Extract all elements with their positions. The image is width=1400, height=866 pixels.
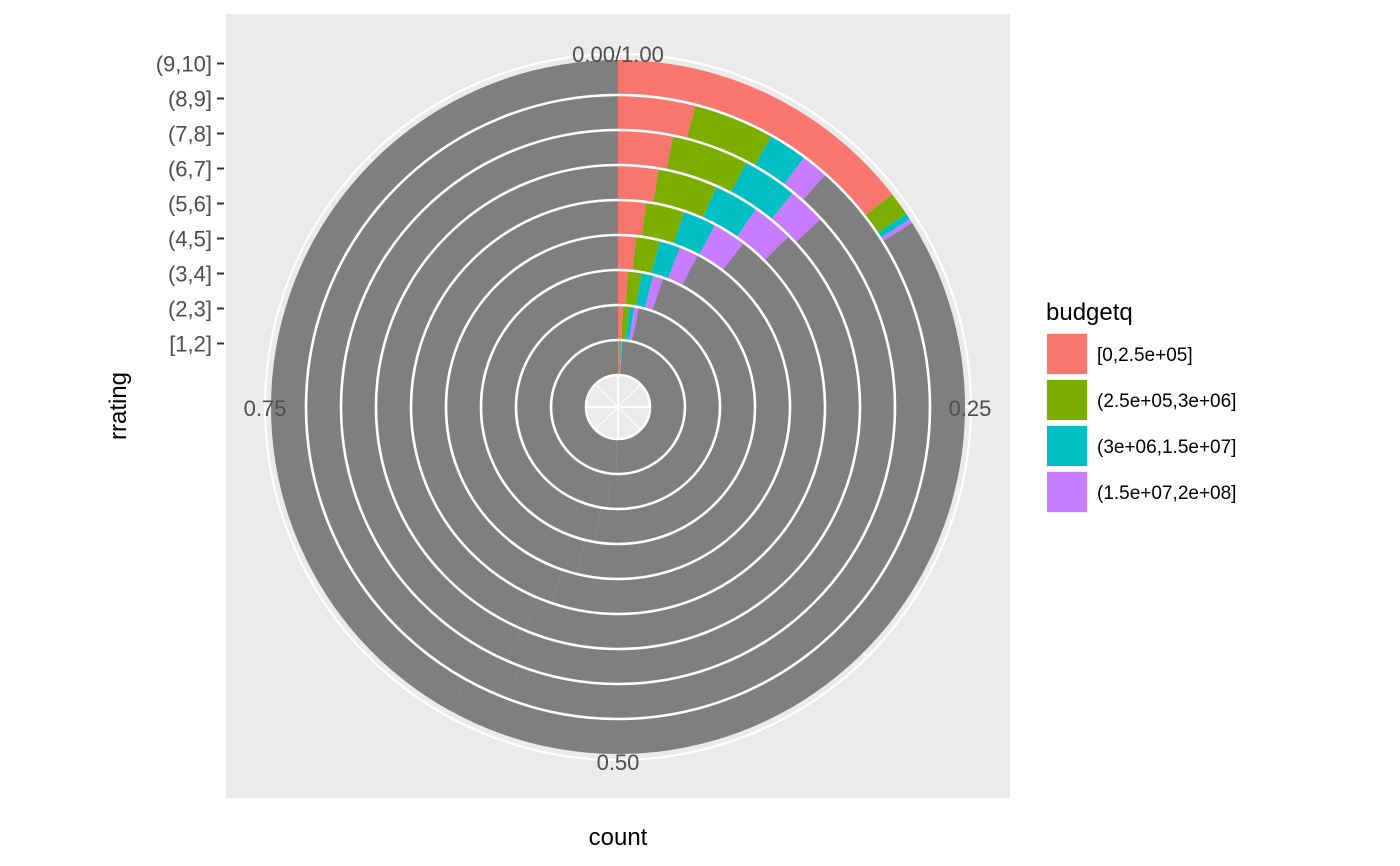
y-tick-label: (4,5] <box>168 227 212 252</box>
radial-grid-circle <box>339 128 897 686</box>
bar-segment-remainder <box>411 200 618 604</box>
bar-segment-remainder <box>576 254 790 580</box>
y-tick-label: (6,7] <box>168 157 212 182</box>
legend-key <box>1047 472 1087 512</box>
y-axis: [1,2] (2,3] (3,4] (4,5] (5,6] (6,7] (7,8] (8,9]… <box>156 52 224 357</box>
bar-segment <box>632 235 660 275</box>
radial-grid-circle <box>444 233 792 581</box>
bar-segment <box>730 161 794 220</box>
bar-segment <box>618 130 674 170</box>
legend: budgetq [0,2.5e+05] (2.5e+05,3e+06] (3e+06… <box>1046 299 1236 513</box>
theta-tick-label: 0.50 <box>597 750 640 775</box>
bar-segment <box>666 135 747 193</box>
bar-segment-remainder <box>525 235 860 649</box>
legend-title: budgetq <box>1046 299 1133 326</box>
y-tick-label: (7,8] <box>168 122 212 147</box>
bar-segment-remainder <box>445 235 618 574</box>
bar-segment <box>618 305 624 341</box>
y-tick-label: (5,6] <box>168 192 212 217</box>
bar-segment-remainder <box>480 270 618 543</box>
bar-segment <box>618 60 893 216</box>
bar-segment-remainder <box>594 277 755 544</box>
legend-key <box>1047 334 1087 374</box>
bar-segment <box>877 213 910 239</box>
bar-segment <box>618 270 629 306</box>
y-tick-label: (8,9] <box>168 87 212 112</box>
bar-segment <box>625 305 635 341</box>
bar-segment-remainder <box>341 130 618 661</box>
theta-tick-label: 0.75 <box>244 396 287 421</box>
bar-segment <box>686 104 772 166</box>
bar-segment <box>618 165 659 203</box>
radial-grid-circle <box>514 303 722 511</box>
bar-segment <box>618 340 621 376</box>
bar-segment <box>619 340 622 376</box>
bar-segment <box>673 210 716 256</box>
legend-label: (1.5e+07,2e+08] <box>1097 483 1236 504</box>
bar-segment <box>880 219 913 242</box>
y-axis-title: rrating <box>105 372 132 440</box>
theta-tick-label: 0.00/1.00 <box>572 42 664 67</box>
bar-segment <box>783 156 826 201</box>
radial-grid-circle <box>549 338 687 476</box>
radial-grid-circle <box>584 373 652 441</box>
legend-key <box>1047 426 1087 466</box>
bar-segment <box>618 340 619 376</box>
legend-label: (2.5e+05,3e+06] <box>1097 391 1236 412</box>
radial-grid-circle <box>479 268 757 546</box>
bar-segment <box>651 240 681 280</box>
bar-segment <box>618 235 637 271</box>
bar-segment-remainder <box>271 60 618 711</box>
legend-key <box>1047 380 1087 420</box>
radial-grid-circle <box>304 93 932 721</box>
bar-segment <box>628 306 639 342</box>
radial-grid-circle <box>374 163 862 651</box>
bar-segment <box>736 208 790 261</box>
y-tick-label: [1,2] <box>169 332 212 357</box>
bar-segment <box>618 95 696 139</box>
theta-tick-label: 0.25 <box>949 396 992 421</box>
bar-segment <box>621 305 630 341</box>
radial-grid <box>304 93 932 721</box>
bar-segment <box>641 201 685 245</box>
x-axis-title: count <box>589 824 648 851</box>
bar-segment-remainder <box>607 307 721 509</box>
bar-segment-remainder <box>551 242 825 615</box>
radial-grid-circle <box>409 198 827 616</box>
y-tick-label: (9,10] <box>156 52 212 77</box>
theta-tick-labels: 0.00/1.00 0.25 0.50 0.75 <box>244 42 992 775</box>
bar-segment-remainder <box>551 340 618 474</box>
bar-segment <box>644 274 664 311</box>
bar-segment <box>667 246 699 286</box>
bar-segment-remainder <box>516 305 618 509</box>
bar-segment <box>625 270 642 307</box>
bar-segment <box>635 272 654 309</box>
y-tick-label: (2,3] <box>168 297 212 322</box>
bar-segment <box>618 200 647 237</box>
bar-segment <box>864 194 907 234</box>
bar-segment <box>619 340 623 376</box>
bar-segment-remainder <box>449 222 965 754</box>
legend-label: [0,2.5e+05] <box>1097 345 1193 366</box>
y-tick-label: (3,4] <box>168 262 212 287</box>
bars <box>271 60 965 754</box>
bar-segment-remainder <box>306 95 618 699</box>
bar-segment-remainder <box>376 165 618 631</box>
legend-label: (3e+06,1.5e+07] <box>1097 437 1236 458</box>
